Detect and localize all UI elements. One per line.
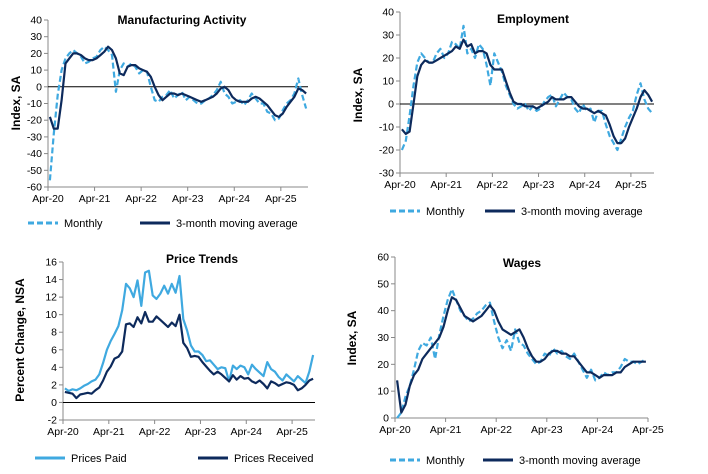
y-tick-label: 40 xyxy=(382,7,394,19)
legend-label: 3-month moving average xyxy=(521,206,643,218)
y-tick-label: -50 xyxy=(27,165,42,177)
x-tick-label: Apr-21 xyxy=(79,193,111,205)
chart-title: Wages xyxy=(503,256,542,270)
y-tick-label: 14 xyxy=(45,274,57,286)
x-tick-label: Apr-21 xyxy=(430,424,462,436)
y-axis-label: Index, SA xyxy=(9,75,23,130)
y-tick-label: 0 xyxy=(388,99,394,111)
y-tick-label: 10 xyxy=(382,76,394,88)
y-tick-label: -20 xyxy=(27,115,42,127)
y-tick-label: 20 xyxy=(377,359,389,371)
x-tick-label: Apr-25 xyxy=(632,424,664,436)
x-tick-label: Apr-24 xyxy=(219,193,251,205)
legend-label: Monthly xyxy=(426,455,465,467)
y-tick-label: 0 xyxy=(36,81,42,93)
y-tick-label: 10 xyxy=(377,386,389,398)
x-tick-label: Apr-22 xyxy=(480,424,512,436)
y-tick-label: 40 xyxy=(30,15,42,27)
y-axis-label: Index, SA xyxy=(345,310,359,365)
y-axis-label: Index, SA xyxy=(351,67,365,122)
y-tick-label: -2 xyxy=(48,415,57,427)
legend-label: Prices Paid xyxy=(71,453,127,465)
y-tick-label: 8 xyxy=(51,327,57,339)
chart-title: Manufacturing Activity xyxy=(118,13,247,27)
y-tick-label: -20 xyxy=(379,145,394,157)
y-tick-label: 10 xyxy=(30,65,42,77)
y-axis-label: Percent Change, NSA xyxy=(13,278,27,402)
employment-chart: Employment Index, SA -30 -20 -10 0 10 20 30 40 Apr… xyxy=(351,7,654,218)
series-line-prices-received xyxy=(64,310,314,400)
series-line-3-month-moving-average xyxy=(396,296,646,414)
wages-chart: Wages Index, SA 0 10 20 30 40 50 60 Apr-20 Apr-21 A… xyxy=(345,252,664,468)
legend-label: Monthly xyxy=(426,206,465,218)
y-tick-label: 30 xyxy=(30,31,42,43)
series-line-monthly xyxy=(400,24,653,152)
x-tick-label: Apr-25 xyxy=(615,179,647,191)
series-line-3-month-moving-average xyxy=(401,38,654,145)
y-tick-label: 50 xyxy=(377,278,389,290)
x-tick-label: Apr-23 xyxy=(172,193,204,205)
y-tick-label: 20 xyxy=(382,53,394,65)
x-tick-label: Apr-21 xyxy=(93,426,125,438)
y-tick-label: -30 xyxy=(379,168,394,180)
chart-title: Employment xyxy=(497,12,569,26)
x-tick-label: Apr-20 xyxy=(47,426,79,438)
y-tick-label: 0 xyxy=(51,397,57,409)
y-tick-label: 30 xyxy=(377,332,389,344)
x-tick-label: Apr-22 xyxy=(139,426,171,438)
x-tick-label: Apr-23 xyxy=(531,424,563,436)
x-tick-label: Apr-24 xyxy=(569,179,601,191)
y-tick-label: 2 xyxy=(51,379,57,391)
x-tick-label: Apr-24 xyxy=(231,426,263,438)
y-tick-label: 30 xyxy=(382,30,394,42)
legend-label: 3-month moving average xyxy=(519,455,641,467)
x-tick-label: Apr-25 xyxy=(276,426,308,438)
x-tick-label: Apr-24 xyxy=(582,424,614,436)
x-tick-label: Apr-20 xyxy=(379,424,411,436)
series-line-monthly xyxy=(396,288,647,419)
x-tick-label: Apr-23 xyxy=(185,426,217,438)
legend-label: Monthly xyxy=(64,218,103,230)
y-tick-label: 16 xyxy=(45,257,57,269)
y-tick-label: 6 xyxy=(51,344,57,356)
series-line-prices-paid xyxy=(64,269,315,393)
manufacturing-activity-chart: Manufacturing Activity Index, SA -60 -50 -40… xyxy=(9,13,308,230)
y-tick-label: 10 xyxy=(45,309,57,321)
y-tick-label: 40 xyxy=(377,305,389,317)
chart-title: Price Trends xyxy=(166,252,238,266)
y-tick-label: -30 xyxy=(27,131,42,143)
series-line-monthly xyxy=(48,45,308,181)
series-line-3-month-moving-average xyxy=(48,45,307,130)
y-tick-label: 4 xyxy=(51,362,57,374)
x-tick-label: Apr-23 xyxy=(523,179,555,191)
x-tick-label: Apr-25 xyxy=(265,193,297,205)
y-tick-label: 60 xyxy=(377,252,389,264)
legend-label: 3-month moving average xyxy=(176,218,298,230)
x-tick-label: Apr-21 xyxy=(430,179,462,191)
x-tick-label: Apr-22 xyxy=(125,193,157,205)
y-tick-label: -10 xyxy=(27,98,42,110)
y-tick-label: 12 xyxy=(45,292,57,304)
y-tick-label: -40 xyxy=(27,148,42,160)
legend-label: Prices Received xyxy=(234,453,313,465)
x-tick-label: Apr-20 xyxy=(32,193,64,205)
y-tick-label: 0 xyxy=(383,413,389,425)
x-tick-label: Apr-20 xyxy=(384,179,416,191)
y-tick-label: -60 xyxy=(27,182,42,194)
price-trends-chart: Price Trends Percent Change, NSA -2 0 2 4 6 8 10… xyxy=(13,252,315,465)
y-tick-label: -10 xyxy=(379,122,394,134)
y-tick-label: 20 xyxy=(30,48,42,60)
x-tick-label: Apr-22 xyxy=(477,179,509,191)
